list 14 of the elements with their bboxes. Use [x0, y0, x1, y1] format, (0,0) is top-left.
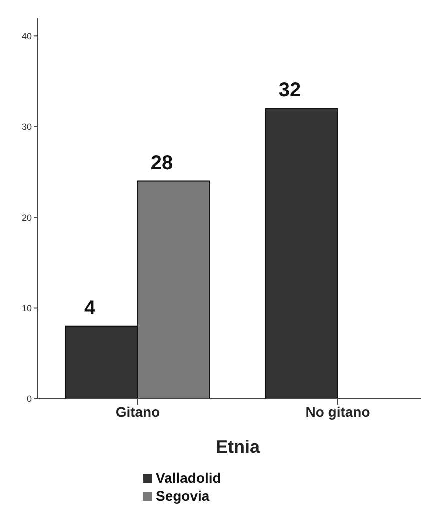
annotation: 28	[150, 152, 174, 174]
y-tick-label: 0	[26, 394, 32, 404]
y-tick-label: 30	[22, 122, 32, 132]
x-axis-title: Etnia	[216, 437, 261, 457]
x-tick-label: No gitano	[306, 404, 370, 420]
y-tick-label: 10	[22, 303, 32, 314]
annotation: 4	[84, 297, 96, 320]
data-label: 32	[278, 80, 302, 102]
bar	[266, 108, 338, 399]
legend-label: Segovia	[155, 487, 210, 505]
legend-label: Valladolid	[155, 469, 222, 487]
x-tick-label: Gitano	[116, 404, 160, 420]
y-tick-label: 40	[22, 31, 32, 42]
y-tick-label: 20	[22, 212, 32, 223]
